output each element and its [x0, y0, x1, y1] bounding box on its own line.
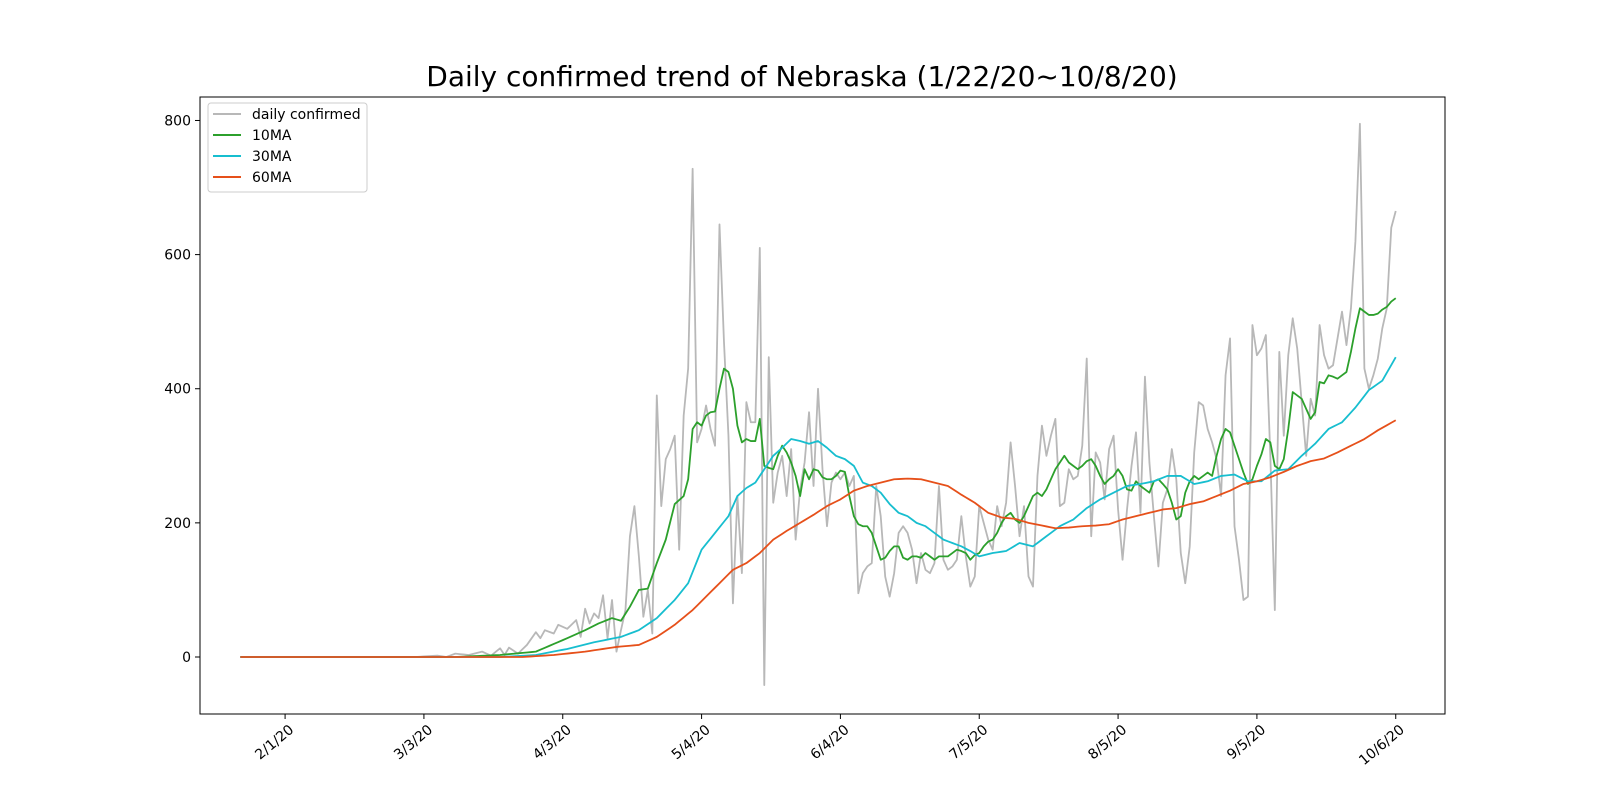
plot-frame: [199, 96, 1446, 715]
y-tick-label: 200: [164, 516, 191, 532]
y-tick-label: 800: [164, 113, 191, 129]
chart-title: Daily confirmed trend of Nebraska (1/22/…: [426, 60, 1177, 93]
legend-label: 30MA: [252, 149, 292, 165]
plot-area: [240, 122, 1397, 687]
legend-label: daily confirmed: [252, 107, 361, 123]
legend-label: 10MA: [252, 128, 292, 144]
legend: daily confirmed 10MA 30MA 60MA: [207, 102, 368, 193]
y-tick-label: 0: [182, 650, 191, 666]
y-tick-label: 400: [164, 382, 191, 398]
y-tick-label: 600: [164, 248, 191, 264]
series-line-daily-confirmed: [240, 122, 1397, 687]
series-line-60ma: [240, 419, 1397, 658]
y-axis: 0 200 400 600 800: [164, 113, 200, 666]
legend-label: 60MA: [252, 170, 292, 186]
legend-box: [207, 102, 368, 193]
